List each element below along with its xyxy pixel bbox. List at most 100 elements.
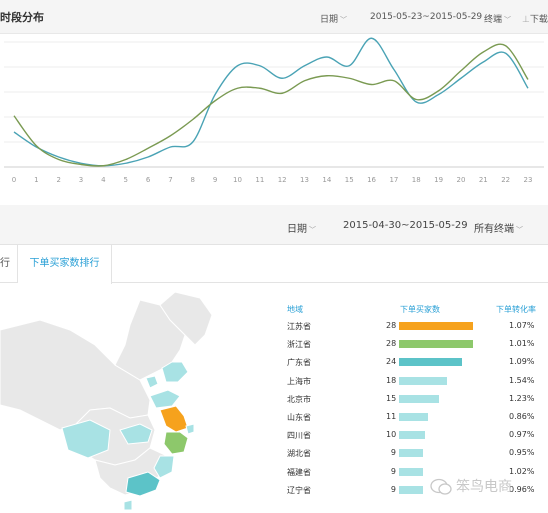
x-tick-label: 3 — [79, 176, 83, 184]
terminal-label: 终端 — [484, 15, 503, 25]
date-label: 日期 — [320, 15, 339, 25]
x-tick-label: 2 — [56, 176, 60, 184]
map-guangdong[interactable] — [125, 471, 161, 497]
x-tick-label: 20 — [456, 176, 465, 184]
region-name: 北京市 — [287, 394, 311, 404]
map-shandong[interactable] — [149, 389, 181, 409]
x-tick-label: 15 — [345, 176, 354, 184]
tab-buyer-ranking[interactable]: 下单买家数排行 — [18, 245, 112, 284]
buyer-count-bar — [399, 413, 429, 421]
buyer-count-bar — [399, 467, 423, 476]
china-map — [0, 291, 213, 511]
series-line-1[interactable] — [13, 37, 529, 167]
buyer-count: 9 — [390, 466, 396, 476]
date-range[interactable]: 2015-05-23~2015-05-29 — [370, 12, 483, 22]
buyer-count: 28 — [386, 321, 397, 330]
buyer-count-bar — [399, 322, 473, 330]
buyer-count: 18 — [386, 375, 397, 385]
download-icon: ⊥ — [522, 15, 530, 25]
region-name: 福建省 — [287, 467, 311, 477]
table-row[interactable]: 北京市 15 1.23% — [0, 391, 548, 409]
table-row[interactable]: 辽宁省 9 0.96% — [0, 482, 548, 500]
watermark: 笨鸟电商 — [430, 476, 512, 496]
table-row[interactable]: 上海市 18 1.54% — [0, 373, 548, 391]
map-hainan[interactable] — [123, 499, 133, 511]
table-row[interactable]: 山东省 11 0.86% — [0, 409, 548, 427]
terminal-label: 所有终端 — [474, 224, 514, 235]
x-tick-label: 21 — [479, 176, 488, 184]
buyer-count: 11 — [386, 412, 397, 421]
x-tick-label: 9 — [213, 176, 217, 184]
map-beijing[interactable] — [145, 375, 159, 389]
region-name: 湖北省 — [287, 449, 311, 459]
hourly-trend-chart: 0 1 2 3 4 5 6 7 8 9 10 11 12 13 14 15 16 17 18 19 20 21 22 23 — [4, 37, 544, 184]
conversion-rate: 1.07% — [509, 321, 535, 330]
buyer-count: 24 — [386, 357, 397, 367]
region-name: 辽宁省 — [287, 485, 311, 495]
buyer-count: 15 — [386, 393, 397, 403]
table-row[interactable]: 四川省 10 0.97% — [0, 427, 548, 445]
x-tick-label: 13 — [300, 176, 309, 184]
date-range-2[interactable]: 2015-04-30~2015-05-29 — [343, 220, 468, 231]
download-label: 下载 — [529, 15, 548, 25]
x-tick-label: 5 — [124, 176, 128, 184]
x-tick-label: 23 — [524, 176, 533, 184]
chevron-down-icon: ﹀ — [516, 226, 523, 234]
terminal-dropdown-2[interactable]: 所有终端 ﹀ — [474, 220, 523, 235]
chevron-down-icon: ﹀ — [340, 16, 348, 24]
series-line-2[interactable] — [13, 43, 529, 167]
buyer-count-bar — [399, 485, 423, 494]
tab-previous[interactable]: 行 — [0, 245, 18, 283]
map-sichuan[interactable] — [61, 419, 111, 459]
col-header-rate[interactable]: 下单转化率 — [496, 305, 536, 314]
date-dropdown-2[interactable]: 日期 ﹀ — [287, 220, 316, 235]
chevron-down-icon: ﹀ — [309, 226, 316, 234]
section-title: 时段分布 — [0, 11, 44, 24]
buyer-count-bar — [399, 431, 426, 440]
x-tick-label: 6 — [146, 176, 151, 184]
table-row[interactable]: 浙江省 28 1.01% — [0, 336, 548, 354]
conversion-rate: 1.09% — [509, 357, 535, 367]
conversion-rate: 1.23% — [509, 393, 535, 403]
chat-bubble-icon — [430, 478, 452, 495]
map-shanghai[interactable] — [185, 423, 195, 435]
conversion-rate: 0.97% — [509, 430, 535, 440]
buyer-count-bar — [399, 358, 463, 367]
map-liaoning[interactable] — [161, 361, 189, 383]
table-row[interactable]: 江苏省 28 1.07% — [0, 318, 548, 336]
terminal-dropdown[interactable]: 终端 ﹀ — [484, 12, 511, 25]
download-button[interactable]: ⊥下载 — [522, 12, 548, 25]
x-tick-label: 18 — [412, 176, 421, 184]
x-tick-label: 7 — [168, 176, 172, 184]
x-tick-label: 16 — [367, 176, 376, 184]
conversion-rate: 0.95% — [509, 448, 535, 458]
table-row[interactable]: 福建省 9 1.02% — [0, 464, 548, 482]
date-label: 日期 — [287, 224, 307, 235]
col-header-region: 地域 — [287, 305, 303, 314]
x-tick-label: 17 — [389, 176, 398, 184]
conversion-rate: 0.96% — [509, 484, 535, 494]
region-name: 山东省 — [287, 413, 311, 422]
x-tick-label: 19 — [434, 176, 443, 184]
buyer-count-bar — [399, 394, 439, 403]
conversion-rate: 1.54% — [509, 375, 535, 385]
map-region-northeast[interactable] — [159, 291, 213, 346]
buyer-count: 9 — [390, 448, 396, 458]
buyer-count: 10 — [386, 430, 397, 440]
map-hubei[interactable] — [119, 423, 153, 445]
date-dropdown[interactable]: 日期 ﹀ — [320, 12, 347, 25]
x-tick-label: 0 — [12, 176, 16, 184]
table-row[interactable]: 湖北省 9 0.95% — [0, 445, 548, 463]
buyer-count: 9 — [390, 484, 396, 494]
table-row[interactable]: 广东省 24 1.09% — [0, 354, 548, 372]
filter-bar: 日期 ﹀ 2015-04-30~2015-05-29 所有终端 ﹀ — [0, 205, 548, 245]
map-zhejiang[interactable] — [163, 431, 189, 455]
x-tick-label: 10 — [233, 176, 242, 184]
region-name: 江苏省 — [287, 322, 311, 331]
conversion-rate: 1.02% — [509, 466, 535, 476]
buyer-count-bar — [399, 449, 423, 458]
x-tick-label: 4 — [101, 176, 106, 184]
map-fujian[interactable] — [153, 455, 175, 479]
col-header-buyers[interactable]: 下单买家数 — [400, 305, 440, 314]
watermark-text: 笨鸟电商 — [456, 479, 512, 495]
